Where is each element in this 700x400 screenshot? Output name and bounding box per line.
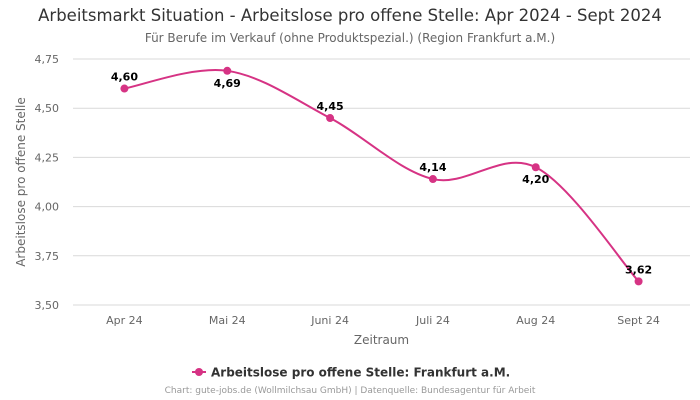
chart-credits: Chart: gute-jobs.de (Wollmilchsau GmbH) …	[164, 386, 536, 396]
x-axis-title: Zeitraum	[354, 333, 409, 347]
x-tick-label: Sept 24	[617, 314, 660, 327]
data-label: 4,45	[317, 100, 344, 113]
chart-title: Arbeitsmarkt Situation - Arbeitslose pro…	[38, 6, 662, 25]
data-point[interactable]	[428, 175, 437, 184]
legend-marker-icon	[195, 368, 203, 376]
x-tick-label: Aug 24	[516, 314, 555, 327]
x-tick-label: Apr 24	[106, 314, 143, 327]
chart-subtitle: Für Berufe im Verkauf (ohne Produktspezi…	[144, 31, 556, 45]
data-label: 3,62	[625, 263, 652, 276]
data-point[interactable]	[223, 66, 232, 75]
y-tick-label: 3,50	[35, 299, 60, 312]
x-tick-label: Juni 24	[310, 314, 349, 327]
data-label: 4,60	[111, 71, 138, 84]
data-point[interactable]	[120, 84, 129, 93]
y-tick-label: 4,50	[35, 102, 60, 115]
y-tick-label: 3,75	[35, 250, 60, 263]
y-axis-ticks: 3,50 3,75 4,00 4,25 4,50 4,75	[35, 53, 60, 312]
data-label: 4,69	[214, 77, 241, 90]
y-tick-label: 4,75	[35, 53, 60, 66]
data-point[interactable]	[634, 277, 643, 286]
series-line	[124, 69, 640, 283]
x-tick-label: Juli 24	[415, 314, 450, 327]
data-labels: 4,60 4,69 4,45 4,14 4,20 3,62	[111, 71, 652, 277]
series-layer	[120, 66, 643, 286]
data-point[interactable]	[531, 163, 540, 172]
legend[interactable]: Arbeitslose pro offene Stelle: Frankfurt…	[192, 366, 510, 380]
data-label: 4,14	[419, 161, 446, 174]
x-tick-label: Mai 24	[209, 314, 246, 327]
data-point[interactable]	[326, 114, 335, 123]
y-tick-label: 4,00	[35, 201, 60, 214]
legend-label: Arbeitslose pro offene Stelle: Frankfurt…	[211, 366, 510, 380]
gridlines	[73, 58, 690, 306]
y-axis-title: Arbeitslose pro offene Stelle	[14, 97, 28, 267]
data-label: 4,20	[522, 173, 549, 186]
x-axis-ticks: Apr 24 Mai 24 Juni 24 Juli 24 Aug 24 Sept 24	[106, 314, 660, 327]
y-tick-label: 4,25	[35, 151, 60, 164]
